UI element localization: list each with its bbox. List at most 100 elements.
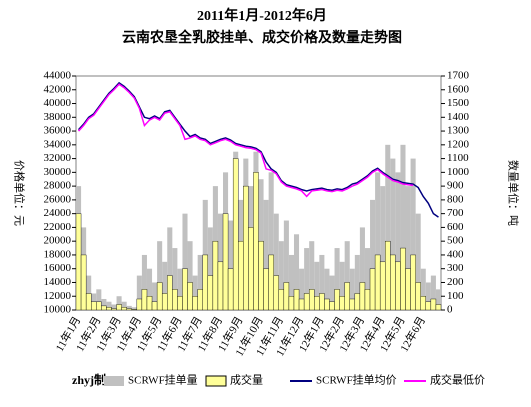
area-bar xyxy=(308,289,315,311)
area-bar xyxy=(314,261,320,310)
area-bar xyxy=(344,282,350,311)
area-bar xyxy=(85,293,92,311)
area-bar xyxy=(390,254,396,311)
area-bar xyxy=(278,241,284,310)
y-tick-label: 38000 xyxy=(44,111,72,123)
area-bar xyxy=(146,268,153,310)
area-bar xyxy=(131,307,137,310)
line xyxy=(77,83,414,198)
area-bar xyxy=(415,282,421,311)
area-bar xyxy=(126,308,132,311)
area-bar xyxy=(395,261,401,311)
area-bar xyxy=(420,296,426,311)
y-tick-label: 30000 xyxy=(44,166,72,178)
y-tick-label: 16000 xyxy=(44,262,72,274)
area-bar xyxy=(379,261,386,311)
y-tick-label: 28000 xyxy=(44,180,72,192)
area-bar xyxy=(349,268,355,310)
area-bar xyxy=(329,275,335,310)
area-bar xyxy=(303,293,310,311)
area-bar xyxy=(430,298,437,311)
area-bar xyxy=(136,298,143,311)
y2-tick-label: 200 xyxy=(447,276,464,288)
y-tick-label: 42000 xyxy=(44,83,72,95)
area-bar xyxy=(126,305,132,310)
y2-tick-label: 1300 xyxy=(447,125,470,137)
area-bar xyxy=(131,309,138,311)
y-tick-label: 14000 xyxy=(44,276,72,288)
area-bar xyxy=(370,199,376,310)
area-bar xyxy=(192,296,198,311)
area-bar xyxy=(354,293,361,311)
area-bar xyxy=(385,144,391,310)
area-bar xyxy=(177,296,183,311)
area-bar xyxy=(405,268,411,311)
area-bar xyxy=(425,301,432,311)
y2-tick-label: 1400 xyxy=(447,111,470,123)
y2-tick-label: 0 xyxy=(447,304,453,316)
area-bar xyxy=(435,304,442,311)
y2-tick-label: 400 xyxy=(447,248,464,260)
area-bar xyxy=(334,289,340,311)
area-bar xyxy=(146,296,153,311)
area-bar xyxy=(410,158,416,310)
y2-tick-label: 600 xyxy=(447,221,464,233)
area-bar xyxy=(187,241,193,310)
legend-label: SCRWF挂单均价 xyxy=(316,373,397,387)
area-bar xyxy=(86,275,92,310)
area-bar xyxy=(228,220,234,310)
area-bar xyxy=(106,307,112,311)
y-tick-label: 26000 xyxy=(44,193,72,205)
area-bar xyxy=(182,213,188,310)
area-bar xyxy=(152,282,158,310)
y2-tick-label: 1500 xyxy=(447,97,470,109)
area-bar xyxy=(400,144,406,310)
legend-label: 成交最低价 xyxy=(430,373,485,387)
area-bar xyxy=(116,304,122,311)
area-bar xyxy=(258,240,264,311)
area-bar xyxy=(202,254,209,311)
area-bar xyxy=(385,240,391,311)
y2-tick-label: 300 xyxy=(447,262,464,274)
area-bar xyxy=(395,172,401,310)
y-tick-label: 10000 xyxy=(44,304,72,316)
area-bar xyxy=(349,298,356,311)
area-bar xyxy=(334,248,340,310)
y2-tick-label: 700 xyxy=(447,207,464,219)
area-bar xyxy=(192,275,198,310)
y-tick-label: 40000 xyxy=(44,97,72,109)
area-bar xyxy=(162,261,168,310)
area-bar xyxy=(359,282,366,311)
area-bar xyxy=(151,301,158,311)
area-bar xyxy=(111,308,117,311)
area-bar xyxy=(298,298,305,311)
y2-axis-label: 数量单位：吨 xyxy=(506,160,520,226)
area-bar xyxy=(182,268,188,311)
area-bar xyxy=(101,305,107,311)
area-bar xyxy=(263,268,269,311)
legend-swatch xyxy=(205,375,227,387)
area-bar xyxy=(136,275,142,310)
area-bar xyxy=(344,241,350,310)
area-bar xyxy=(329,301,335,311)
area-bar xyxy=(96,301,102,311)
area-bar xyxy=(268,254,274,311)
area-bar xyxy=(273,275,279,311)
area-bar xyxy=(248,227,254,311)
area-bar xyxy=(283,282,290,311)
area-bar xyxy=(253,172,259,311)
y2-tick-label: 1700 xyxy=(447,70,470,82)
legend-label: 成交量 xyxy=(230,373,263,387)
area-bar xyxy=(288,296,295,311)
area-bar xyxy=(364,248,371,310)
area-bar xyxy=(380,186,386,310)
y2-tick-label: 1100 xyxy=(447,152,469,164)
y2-tick-label: 1000 xyxy=(447,166,470,178)
y-tick-label: 24000 xyxy=(44,207,72,219)
area-bar xyxy=(177,268,183,310)
area-bar xyxy=(232,158,239,311)
area-bar xyxy=(263,199,269,310)
area-bar xyxy=(207,227,213,310)
area-bar xyxy=(91,301,97,311)
